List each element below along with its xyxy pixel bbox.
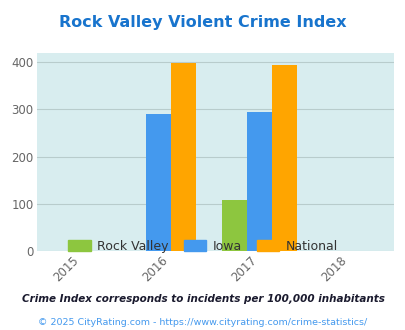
Bar — [272, 65, 296, 251]
Legend: Rock Valley, Iowa, National: Rock Valley, Iowa, National — [63, 235, 342, 258]
Bar — [170, 63, 195, 251]
Text: Rock Valley Violent Crime Index: Rock Valley Violent Crime Index — [59, 15, 346, 30]
Text: Crime Index corresponds to incidents per 100,000 inhabitants: Crime Index corresponds to incidents per… — [21, 294, 384, 304]
Bar — [222, 200, 247, 251]
Bar — [145, 114, 170, 251]
Text: © 2025 CityRating.com - https://www.cityrating.com/crime-statistics/: © 2025 CityRating.com - https://www.city… — [38, 318, 367, 327]
Bar — [247, 112, 272, 251]
